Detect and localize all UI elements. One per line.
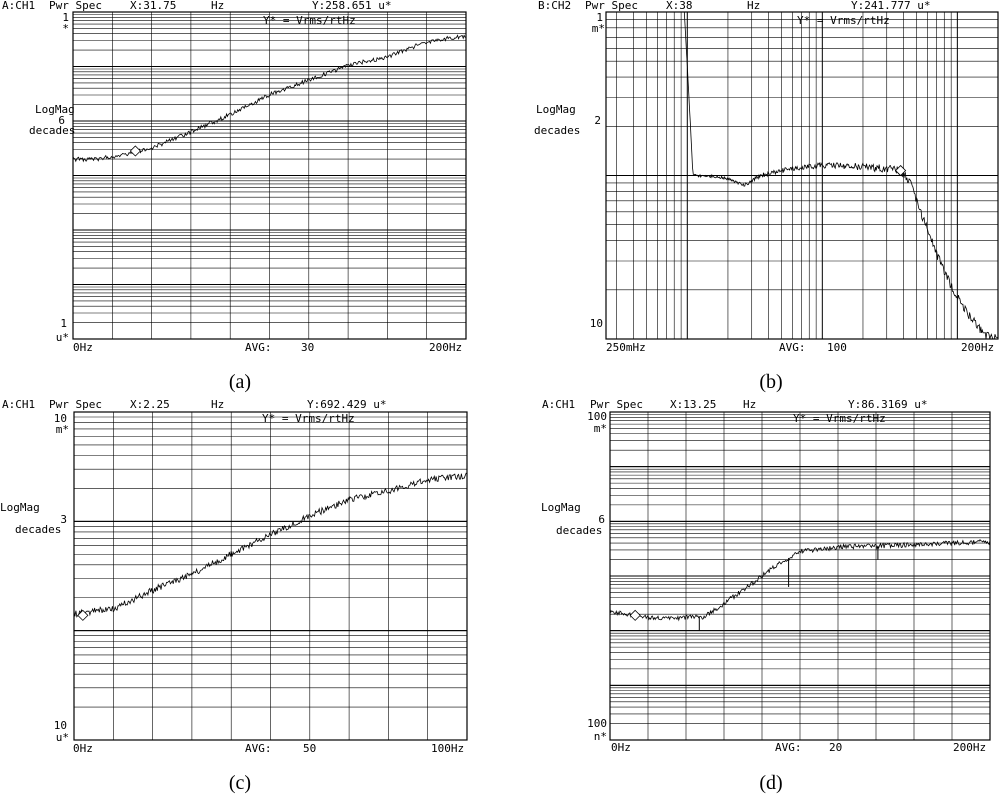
- y-bottom-unit: u*: [56, 331, 69, 344]
- y-top-unit: m*: [594, 422, 607, 435]
- panel-caption: (a): [229, 371, 251, 393]
- panel-b: B:CH2 Pwr Spec X:38 Hz Y:241.777 u* Y* =…: [534, 0, 999, 393]
- formula-label: Y* = Vrms/rtHz: [793, 412, 886, 425]
- spectrum-trace: [73, 472, 468, 618]
- channel-label: A:CH1: [542, 398, 575, 411]
- panel-caption: (c): [229, 772, 251, 794]
- y-axis-label: LogMag: [0, 501, 40, 514]
- x-unit-label: Hz: [743, 398, 756, 411]
- y-axis-label: LogMag: [541, 501, 581, 514]
- avg-value: 50: [303, 742, 316, 755]
- measurement-label: Pwr Spec: [49, 0, 102, 12]
- marker-x-readout: X:31.75: [130, 0, 176, 12]
- spectrum-trace: [609, 539, 991, 622]
- x-start-label: 250mHz: [606, 341, 646, 354]
- x-unit-label: Hz: [747, 0, 760, 12]
- x-start-label: 0Hz: [611, 741, 631, 754]
- x-unit-label: Hz: [211, 398, 224, 411]
- measurement-label: Pwr Spec: [590, 398, 643, 411]
- x-unit-label: Hz: [211, 0, 224, 12]
- y-mid-value: 6: [58, 114, 65, 127]
- marker-y-readout: Y:241.777 u*: [851, 0, 930, 12]
- marker-y-readout: Y:86.3169 u*: [848, 398, 927, 411]
- y-top-unit: m*: [56, 423, 69, 436]
- plot-area: [609, 411, 991, 741]
- y-axis-label: LogMag: [536, 103, 576, 116]
- y-bottom-value: 10: [590, 317, 603, 330]
- measurement-label: Pwr Spec: [585, 0, 638, 12]
- panel-caption: (b): [759, 371, 782, 393]
- y-mid-value: 3: [60, 513, 67, 526]
- avg-value: 30: [301, 341, 314, 354]
- panel-c: A:CH1 Pwr Spec X:2.25 Hz Y:692.429 u* Y*…: [0, 398, 468, 794]
- y-top-value: 10: [54, 412, 67, 425]
- channel-label: A:CH1: [2, 0, 35, 12]
- y-axis-unit: decades: [15, 523, 61, 536]
- marker-x-readout: X:38: [666, 0, 693, 12]
- panel-a: A:CH1 Pwr Spec X:31.75 Hz Y:258.651 u* Y…: [2, 0, 467, 393]
- avg-value: 20: [829, 741, 842, 754]
- y-top-value: 1: [596, 11, 603, 24]
- x-end-label: 100Hz: [431, 742, 464, 755]
- spectrum-trace: [683, 11, 999, 340]
- formula-label: Y* = Vrms/rtHz: [262, 412, 355, 425]
- marker-y-readout: Y:692.429 u*: [307, 398, 386, 411]
- avg-label: AVG:: [245, 742, 272, 755]
- x-end-label: 200Hz: [961, 341, 994, 354]
- channel-label: A:CH1: [2, 398, 35, 411]
- panel-caption: (d): [759, 772, 782, 794]
- marker-y-readout: Y:258.651 u*: [312, 0, 391, 12]
- avg-value: 100: [827, 341, 847, 354]
- x-end-label: 200Hz: [429, 341, 462, 354]
- y-mid-value: 2: [594, 114, 601, 127]
- panel-d: A:CH1 Pwr Spec X:13.25 Hz Y:86.3169 u* Y…: [541, 398, 991, 794]
- measurement-label: Pwr Spec: [49, 398, 102, 411]
- plot-area: [73, 411, 468, 741]
- channel-label: B:CH2: [538, 0, 571, 12]
- marker-diamond: [129, 145, 141, 157]
- y-bottom-value: 10: [54, 719, 67, 732]
- marker-x-readout: X:2.25: [130, 398, 170, 411]
- y-mid-value: 6: [598, 513, 605, 526]
- y-bottom-unit: u*: [56, 731, 69, 744]
- y-top-value: 100: [587, 410, 607, 423]
- x-end-label: 200Hz: [953, 741, 986, 754]
- y-top-value: 1: [62, 11, 69, 24]
- avg-label: AVG:: [245, 341, 272, 354]
- y-bottom-value: 100: [587, 717, 607, 730]
- y-bottom-value: 1: [60, 317, 67, 330]
- y-axis-unit: decades: [29, 124, 75, 137]
- marker-diamond: [895, 165, 907, 177]
- marker-diamond: [629, 609, 641, 621]
- y-bottom-unit: n*: [594, 730, 607, 743]
- y-top-unit: m*: [592, 22, 605, 35]
- formula-label: Y* = Vrms/rtHz: [797, 14, 890, 27]
- y-axis-unit: decades: [534, 124, 580, 137]
- y-top-unit: *: [62, 22, 69, 35]
- x-start-label: 0Hz: [73, 742, 93, 755]
- plot-area: [605, 11, 999, 340]
- y-axis-label: LogMag: [35, 103, 75, 116]
- marker-x-readout: X:13.25: [670, 398, 716, 411]
- x-start-label: 0Hz: [73, 341, 93, 354]
- marker-diamond: [77, 609, 89, 621]
- y-axis-unit: decades: [556, 524, 602, 537]
- avg-label: AVG:: [775, 741, 802, 754]
- plot-area: [72, 11, 467, 340]
- avg-label: AVG:: [779, 341, 806, 354]
